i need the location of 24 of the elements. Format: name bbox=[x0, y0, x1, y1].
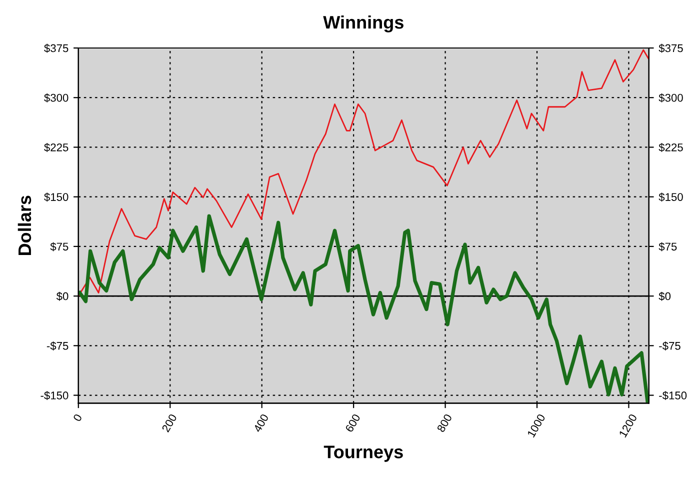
y-tick-label: $75 bbox=[50, 242, 68, 252]
y-tick-label: $225 bbox=[44, 143, 68, 152]
y2-tick-label: $75 bbox=[658, 242, 677, 252]
y-tick-label: $300 bbox=[44, 93, 68, 102]
x-axis-title: Tourneys bbox=[324, 446, 403, 462]
x-tick-label: 800 bbox=[436, 413, 452, 433]
y-tick-label: $0 bbox=[56, 292, 68, 301]
x-tick-label: 200 bbox=[162, 413, 178, 433]
y-axis-title: Dollars bbox=[18, 196, 32, 255]
y2-tick-label: $225 bbox=[658, 143, 683, 152]
y2-tick-label: $0 bbox=[658, 292, 671, 301]
x-tick-label: 0 bbox=[72, 413, 82, 422]
x-tick-label: 600 bbox=[344, 413, 361, 433]
chart-title: Winnings bbox=[323, 15, 404, 32]
y2-tick-label: -$150 bbox=[659, 391, 687, 400]
x-tick-label: 400 bbox=[253, 413, 269, 433]
y2-tick-label: $150 bbox=[658, 192, 683, 202]
y2-tick-label: $375 bbox=[658, 44, 683, 53]
y2-tick-label: $300 bbox=[658, 93, 683, 102]
y-tick-label: -$75 bbox=[46, 341, 68, 350]
y-tick-label: $375 bbox=[44, 44, 68, 53]
y2-tick-label: -$75 bbox=[659, 341, 680, 350]
y-tick-label: $150 bbox=[44, 192, 68, 202]
y-tick-label: -$150 bbox=[40, 391, 68, 400]
